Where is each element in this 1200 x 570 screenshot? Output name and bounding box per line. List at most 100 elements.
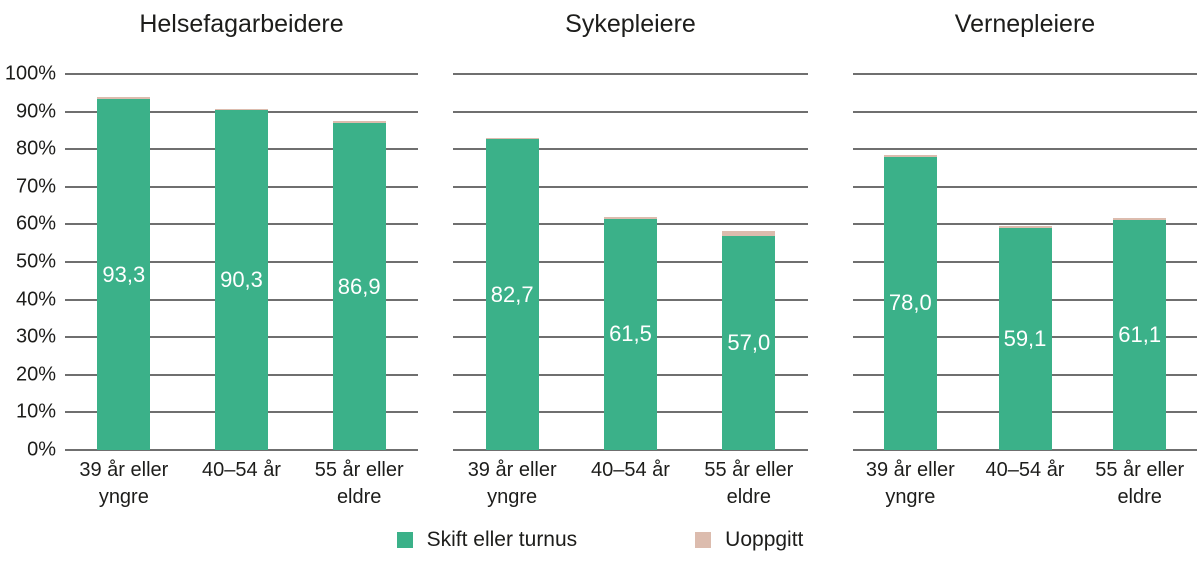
bar-segment-skift-eller-turnus: 59,1 bbox=[998, 227, 1052, 450]
y-tick-label: 80% bbox=[15, 137, 56, 160]
bar-stack: 90,3 bbox=[215, 108, 268, 450]
y-tick-label: 70% bbox=[15, 175, 56, 198]
legend-label: Uoppgitt bbox=[725, 528, 804, 551]
bar-slot: 78,0 bbox=[853, 74, 968, 450]
bar-value-label: 61,1 bbox=[1118, 322, 1162, 348]
bar-stack: 61,5 bbox=[603, 216, 657, 450]
y-tick-label: 90% bbox=[15, 100, 56, 123]
gridline bbox=[853, 223, 1197, 226]
bar-segment-skift-eller-turnus: 82,7 bbox=[485, 139, 539, 450]
bar-segment-uoppgitt bbox=[97, 97, 151, 100]
gridline bbox=[853, 449, 1197, 451]
bar-value-label: 78,0 bbox=[888, 290, 932, 316]
plot-area: 82,7 61,5 57,0 bbox=[453, 73, 808, 451]
plot-area: 93,3 90,3 86,9 bbox=[65, 73, 418, 451]
gridline bbox=[853, 148, 1197, 151]
bar-value-label: 90,3 bbox=[220, 267, 263, 293]
bar-segment-skift-eller-turnus: 93,3 bbox=[97, 99, 151, 450]
bar-value-label: 93,3 bbox=[102, 261, 146, 287]
bar-stack: 61,1 bbox=[1113, 217, 1167, 450]
bar-slot: 57,0 bbox=[690, 74, 808, 450]
bars-group: 93,3 90,3 86,9 bbox=[65, 74, 418, 450]
x-category-label: 39 år eller yngre bbox=[865, 459, 955, 508]
bar-segment-skift-eller-turnus: 61,5 bbox=[603, 218, 657, 450]
bar-stack: 82,7 bbox=[485, 137, 539, 450]
x-axis-labels: 39 år eller yngre 40–54 år 55 år eller eld… bbox=[65, 457, 418, 511]
bar-segment-skift-eller-turnus: 57,0 bbox=[722, 235, 776, 450]
bar-slot: 61,5 bbox=[571, 74, 689, 450]
legend-swatch-pink-icon bbox=[695, 532, 712, 548]
bar-value-label: 57,0 bbox=[727, 329, 771, 355]
bar-value-label: 82,7 bbox=[490, 281, 534, 307]
y-axis: 0% 10% 20% 30% 40% 50% 60% 70% 80% 90% 100% bbox=[0, 0, 56, 570]
bars-group: 78,0 59,1 61,1 bbox=[853, 74, 1197, 450]
bar-slot: 82,7 bbox=[453, 74, 571, 450]
y-tick-label: 100% bbox=[4, 62, 56, 85]
bar-segment-uoppgitt bbox=[722, 230, 776, 236]
bar-stack: 59,1 bbox=[998, 225, 1052, 450]
x-category-label: 39 år eller yngre bbox=[467, 459, 557, 508]
y-tick-label: 40% bbox=[15, 288, 56, 311]
bar-segment-uoppgitt bbox=[215, 108, 268, 111]
bar-segment-uoppgitt bbox=[485, 137, 539, 140]
gridline bbox=[65, 449, 418, 451]
gridline bbox=[453, 185, 808, 188]
bar-segment-uoppgitt bbox=[603, 216, 657, 219]
legend-swatch-green-icon bbox=[396, 532, 413, 548]
gridline bbox=[853, 73, 1197, 75]
gridline bbox=[453, 449, 808, 451]
bar-segment-uoppgitt bbox=[883, 154, 937, 157]
x-category-label: 40–54 år bbox=[985, 459, 1065, 481]
x-category-label: 55 år eller eldre bbox=[704, 459, 794, 508]
gridline bbox=[853, 185, 1197, 188]
bar-slot: 61,1 bbox=[1082, 74, 1197, 450]
bar-segment-skift-eller-turnus: 78,0 bbox=[883, 156, 937, 450]
bar-stack: 78,0 bbox=[883, 154, 937, 450]
legend: Skift eller turnus Uoppgitt bbox=[0, 528, 1200, 552]
x-axis-labels: 39 år eller yngre 40–54 år 55 år eller eld… bbox=[453, 457, 808, 511]
bar-slot: 93,3 bbox=[65, 74, 183, 450]
gridline bbox=[453, 110, 808, 113]
x-category-label: 40–54 år bbox=[591, 459, 670, 481]
panel-title: Sykepleiere bbox=[565, 10, 696, 38]
y-tick-label: 0% bbox=[27, 438, 56, 461]
plot-area: 78,0 59,1 61,1 bbox=[853, 73, 1197, 451]
bar-value-label: 86,9 bbox=[337, 273, 381, 299]
bars-group: 82,7 61,5 57,0 bbox=[453, 74, 808, 450]
bar-slot: 59,1 bbox=[968, 74, 1083, 450]
x-category-label: 55 år eller eldre bbox=[1095, 459, 1185, 508]
bar-segment-skift-eller-turnus: 86,9 bbox=[332, 123, 386, 450]
gridline bbox=[453, 148, 808, 151]
bar-slot: 90,3 bbox=[183, 74, 301, 450]
bar-segment-uoppgitt bbox=[332, 121, 386, 124]
bar-slot: 86,9 bbox=[300, 74, 418, 450]
gridline bbox=[65, 73, 418, 75]
bar-value-label: 59,1 bbox=[1003, 325, 1047, 351]
y-tick-label: 30% bbox=[15, 325, 56, 348]
gridline bbox=[453, 73, 808, 75]
gridline bbox=[853, 110, 1197, 113]
legend-label: Skift eller turnus bbox=[426, 528, 578, 551]
y-tick-label: 20% bbox=[15, 363, 56, 386]
y-tick-label: 10% bbox=[15, 400, 56, 423]
bar-stack: 86,9 bbox=[332, 121, 386, 450]
chart-panel-vernepleiere: Vernepleiere 78,0 59,1 61,1 39 år eller yn… bbox=[853, 0, 1197, 570]
x-category-label: 55 år eller eldre bbox=[314, 459, 404, 508]
x-category-label: 40–54 år bbox=[202, 459, 281, 481]
chart-panel-helsefagarbeidere: Helsefagarbeidere 93,3 90,3 86,9 39 år ell… bbox=[65, 0, 418, 570]
bar-segment-uoppgitt bbox=[998, 225, 1052, 228]
bar-segment-skift-eller-turnus: 90,3 bbox=[215, 110, 268, 450]
bar-segment-uoppgitt bbox=[1113, 217, 1167, 221]
chart-panel-sykepleiere: Sykepleiere 82,7 61,5 57,0 39 år eller yng… bbox=[453, 0, 808, 570]
y-tick-label: 50% bbox=[15, 250, 56, 273]
panel-title: Vernepleiere bbox=[954, 10, 1096, 38]
legend-item-uoppgitt: Uoppgitt bbox=[695, 528, 803, 552]
bar-stack: 93,3 bbox=[97, 97, 151, 450]
legend-item-skift-eller-turnus: Skift eller turnus bbox=[396, 528, 578, 552]
bar-stack: 57,0 bbox=[722, 230, 776, 450]
x-axis-labels: 39 år eller yngre 40–54 år 55 år eller eld… bbox=[853, 457, 1197, 511]
panel-title: Helsefagarbeidere bbox=[139, 10, 344, 38]
y-tick-label: 60% bbox=[15, 212, 56, 235]
x-category-label: 39 år eller yngre bbox=[79, 459, 169, 508]
